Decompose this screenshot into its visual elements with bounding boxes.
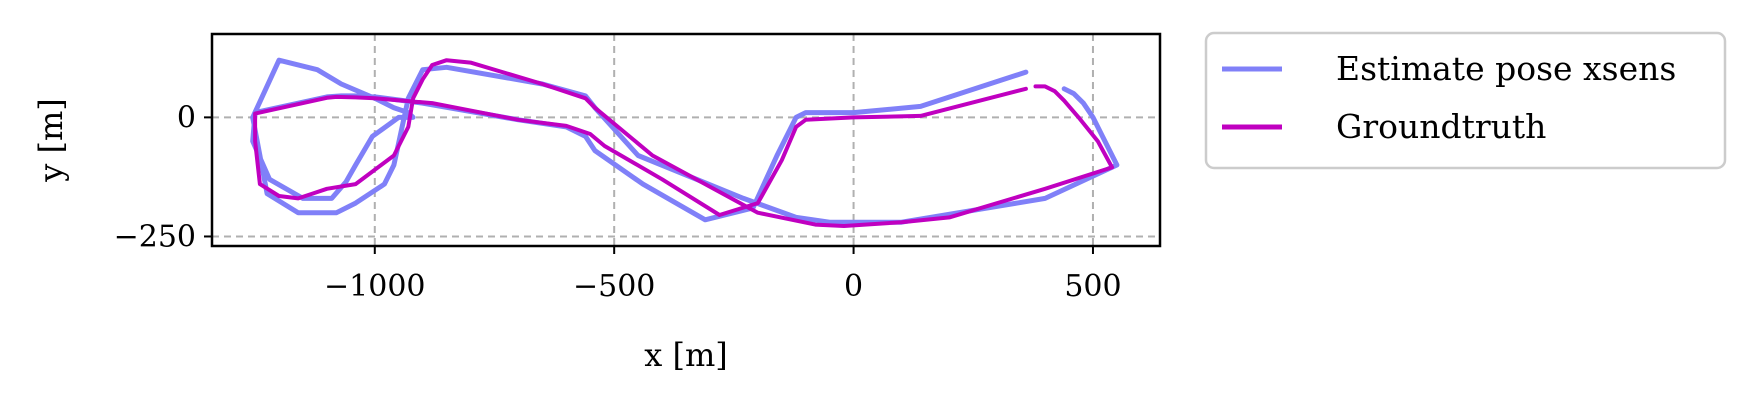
x-axis-label: x [m]: [644, 336, 728, 374]
x-tick-label: −500: [573, 269, 655, 304]
series-line-estimate: [250, 57, 1120, 225]
x-tick-label: 0: [844, 269, 863, 304]
series-layer: [250, 57, 1120, 228]
y-tick-label: 0: [177, 100, 196, 135]
grid: [212, 34, 1160, 246]
legend-label-groundtruth: Groundtruth: [1336, 107, 1546, 146]
x-tick-label: −1000: [324, 269, 425, 304]
y-tick-label: −250: [114, 219, 196, 254]
legend-box: [1204, 31, 1727, 170]
series-line-groundtruth: [253, 58, 1115, 228]
legend: Estimate pose xsens Groundtruth: [1204, 31, 1727, 170]
ticks: −1000 −500 0 500 0 −250: [114, 100, 1122, 304]
legend-label-estimate: Estimate pose xsens: [1336, 49, 1676, 88]
plot-frame: [210, 32, 1162, 248]
x-tick-label: 500: [1064, 269, 1121, 304]
y-axis-label: y [m]: [32, 98, 70, 183]
